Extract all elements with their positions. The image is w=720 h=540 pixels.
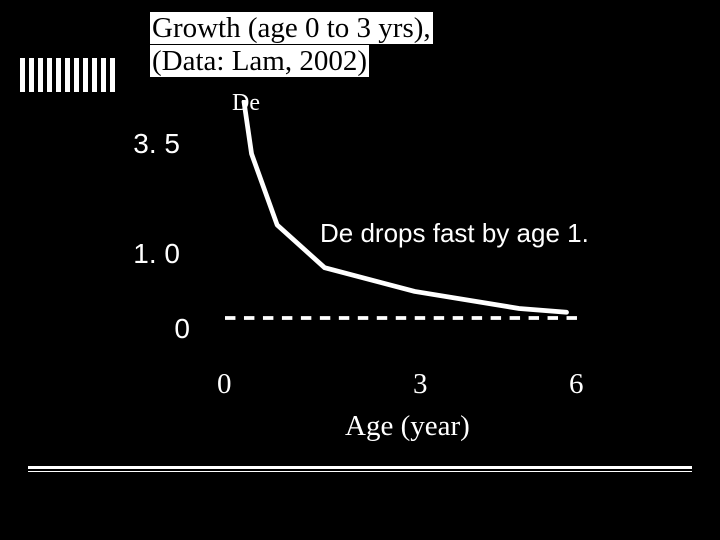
slide-title: Growth (age 0 to 3 yrs), (Data: Lam, 200… xyxy=(150,12,433,79)
chart-svg xyxy=(225,100,595,350)
x-tick-6: 6 xyxy=(569,368,584,401)
decorative-bars xyxy=(20,58,115,92)
footer-rule xyxy=(28,466,692,469)
x-tick-3: 3 xyxy=(413,368,428,401)
x-axis-label: Age (year) xyxy=(345,410,470,443)
slide: Growth (age 0 to 3 yrs), (Data: Lam, 200… xyxy=(0,0,720,540)
title-line-2: (Data: Lam, 2002) xyxy=(150,45,369,79)
y-tick-0: 0 xyxy=(120,313,190,345)
x-tick-0: 0 xyxy=(217,368,232,401)
data-line xyxy=(244,102,567,313)
title-line-1: Growth (age 0 to 3 yrs), xyxy=(150,12,433,46)
y-tick-1-0: 1. 0 xyxy=(110,238,180,270)
y-tick-3-5: 3. 5 xyxy=(110,128,180,160)
